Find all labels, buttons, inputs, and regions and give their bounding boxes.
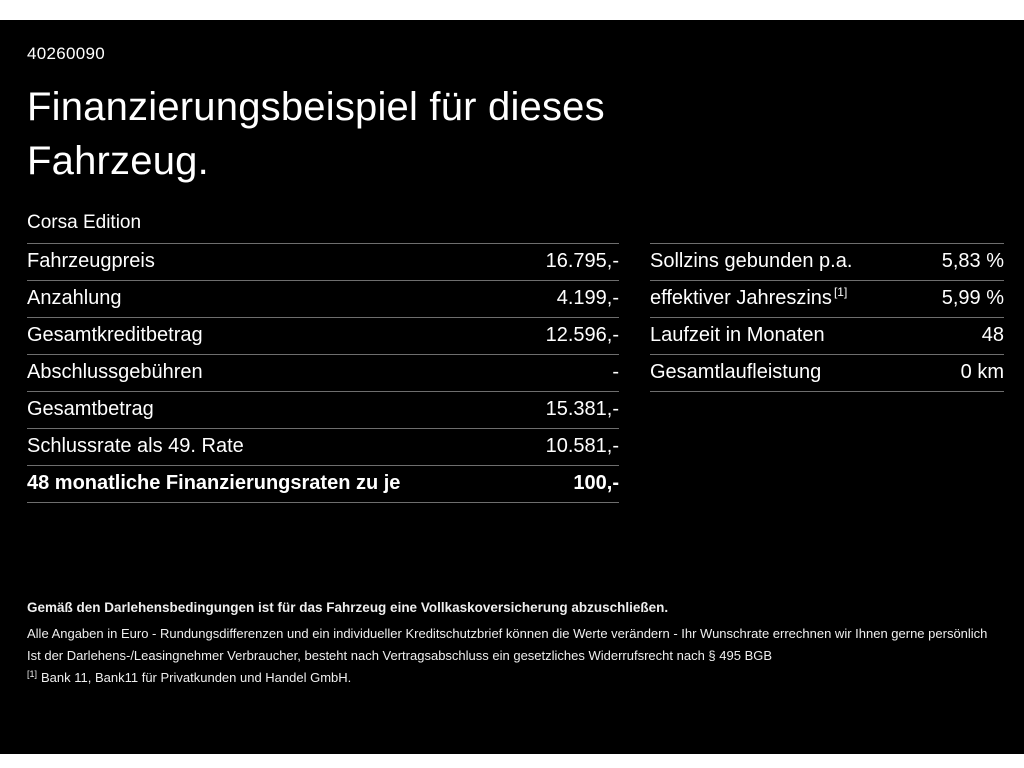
footnote-bank-text: Bank 11, Bank11 für Privatkunden und Han…	[41, 670, 352, 685]
page-title: Finanzierungsbeispiel für dieses Fahrzeu…	[27, 80, 605, 188]
footnote-bank: [1] Bank 11, Bank11 für Privatkunden und …	[27, 668, 1004, 685]
row-label: 48 monatliche Finanzierungsraten zu je	[27, 472, 401, 494]
row-label: Laufzeit in Monaten	[650, 324, 825, 346]
offer-id: 40260090	[27, 44, 106, 63]
row-label-text: effektiver Jahreszins	[650, 287, 832, 309]
row-label: Gesamtbetrag	[27, 398, 154, 420]
row-value: 100,-	[573, 472, 619, 494]
row-label: Gesamtlaufleistung	[650, 361, 822, 383]
conditions-table: Sollzins gebunden p.a. 5,83 % effektiver…	[650, 243, 1004, 392]
row-label: Abschlussgebühren	[27, 361, 203, 383]
table-row: Abschlussgebühren -	[27, 354, 619, 391]
page-title-line1: Finanzierungsbeispiel für dieses	[27, 85, 605, 129]
footnote-ref-marker: [1]	[27, 668, 38, 679]
row-value: 48	[981, 324, 1004, 346]
row-label: Schlussrate als 49. Rate	[27, 435, 244, 457]
footnote-disclaimer-2: Ist der Darlehens-/Leasingnehmer Verbrau…	[27, 648, 773, 663]
row-label: Fahrzeugpreis	[27, 250, 155, 272]
row-value: 4.199,-	[556, 287, 619, 309]
row-label: Gesamtkreditbetrag	[27, 324, 203, 346]
table-row-monthly-rate: 48 monatliche Finanzierungsraten zu je 1…	[27, 465, 619, 503]
footnote-insurance: Gemäß den Darlehensbedingungen ist für d…	[27, 600, 669, 615]
vehicle-model: Corsa Edition	[27, 212, 142, 233]
table-row: Gesamtkreditbetrag 12.596,-	[27, 317, 619, 354]
table-row: Anzahlung 4.199,-	[27, 280, 619, 317]
row-value: -	[612, 361, 619, 383]
row-value: 5,99 %	[941, 287, 1004, 309]
footnote-disclaimer-1: Alle Angaben in Euro - Rundungsdifferenz…	[27, 626, 988, 641]
row-value: 15.381,-	[545, 398, 619, 420]
row-label: Sollzins gebunden p.a.	[650, 250, 853, 272]
financing-table: Fahrzeugpreis 16.795,- Anzahlung 4.199,-…	[27, 243, 619, 503]
row-value: 12.596,-	[545, 324, 619, 346]
financing-sheet: 40260090 Finanzierungsbeispiel für diese…	[0, 20, 1024, 754]
row-value: 16.795,-	[545, 250, 619, 272]
table-row: Laufzeit in Monaten 48	[650, 317, 1004, 354]
row-value: 0 km	[960, 361, 1004, 383]
table-row: Fahrzeugpreis 16.795,-	[27, 243, 619, 280]
row-value: 5,83 %	[941, 250, 1004, 272]
table-row: Sollzins gebunden p.a. 5,83 %	[650, 243, 1004, 280]
row-label: effektiver Jahreszins [1]	[650, 285, 857, 310]
row-label: Anzahlung	[27, 287, 122, 309]
page-title-line2: Fahrzeug.	[27, 139, 209, 183]
table-row: Schlussrate als 49. Rate 10.581,-	[27, 428, 619, 465]
row-value: 10.581,-	[545, 435, 619, 457]
table-row: Gesamtbetrag 15.381,-	[27, 391, 619, 428]
tables-area: Fahrzeugpreis 16.795,- Anzahlung 4.199,-…	[27, 243, 1004, 503]
table-row: Gesamtlaufleistung 0 km	[650, 354, 1004, 392]
table-row: effektiver Jahreszins [1] 5,99 %	[650, 280, 1004, 317]
footnotes: Gemäß den Darlehensbedingungen ist für d…	[27, 600, 1004, 685]
footnote-ref-marker: [1]	[833, 285, 848, 300]
